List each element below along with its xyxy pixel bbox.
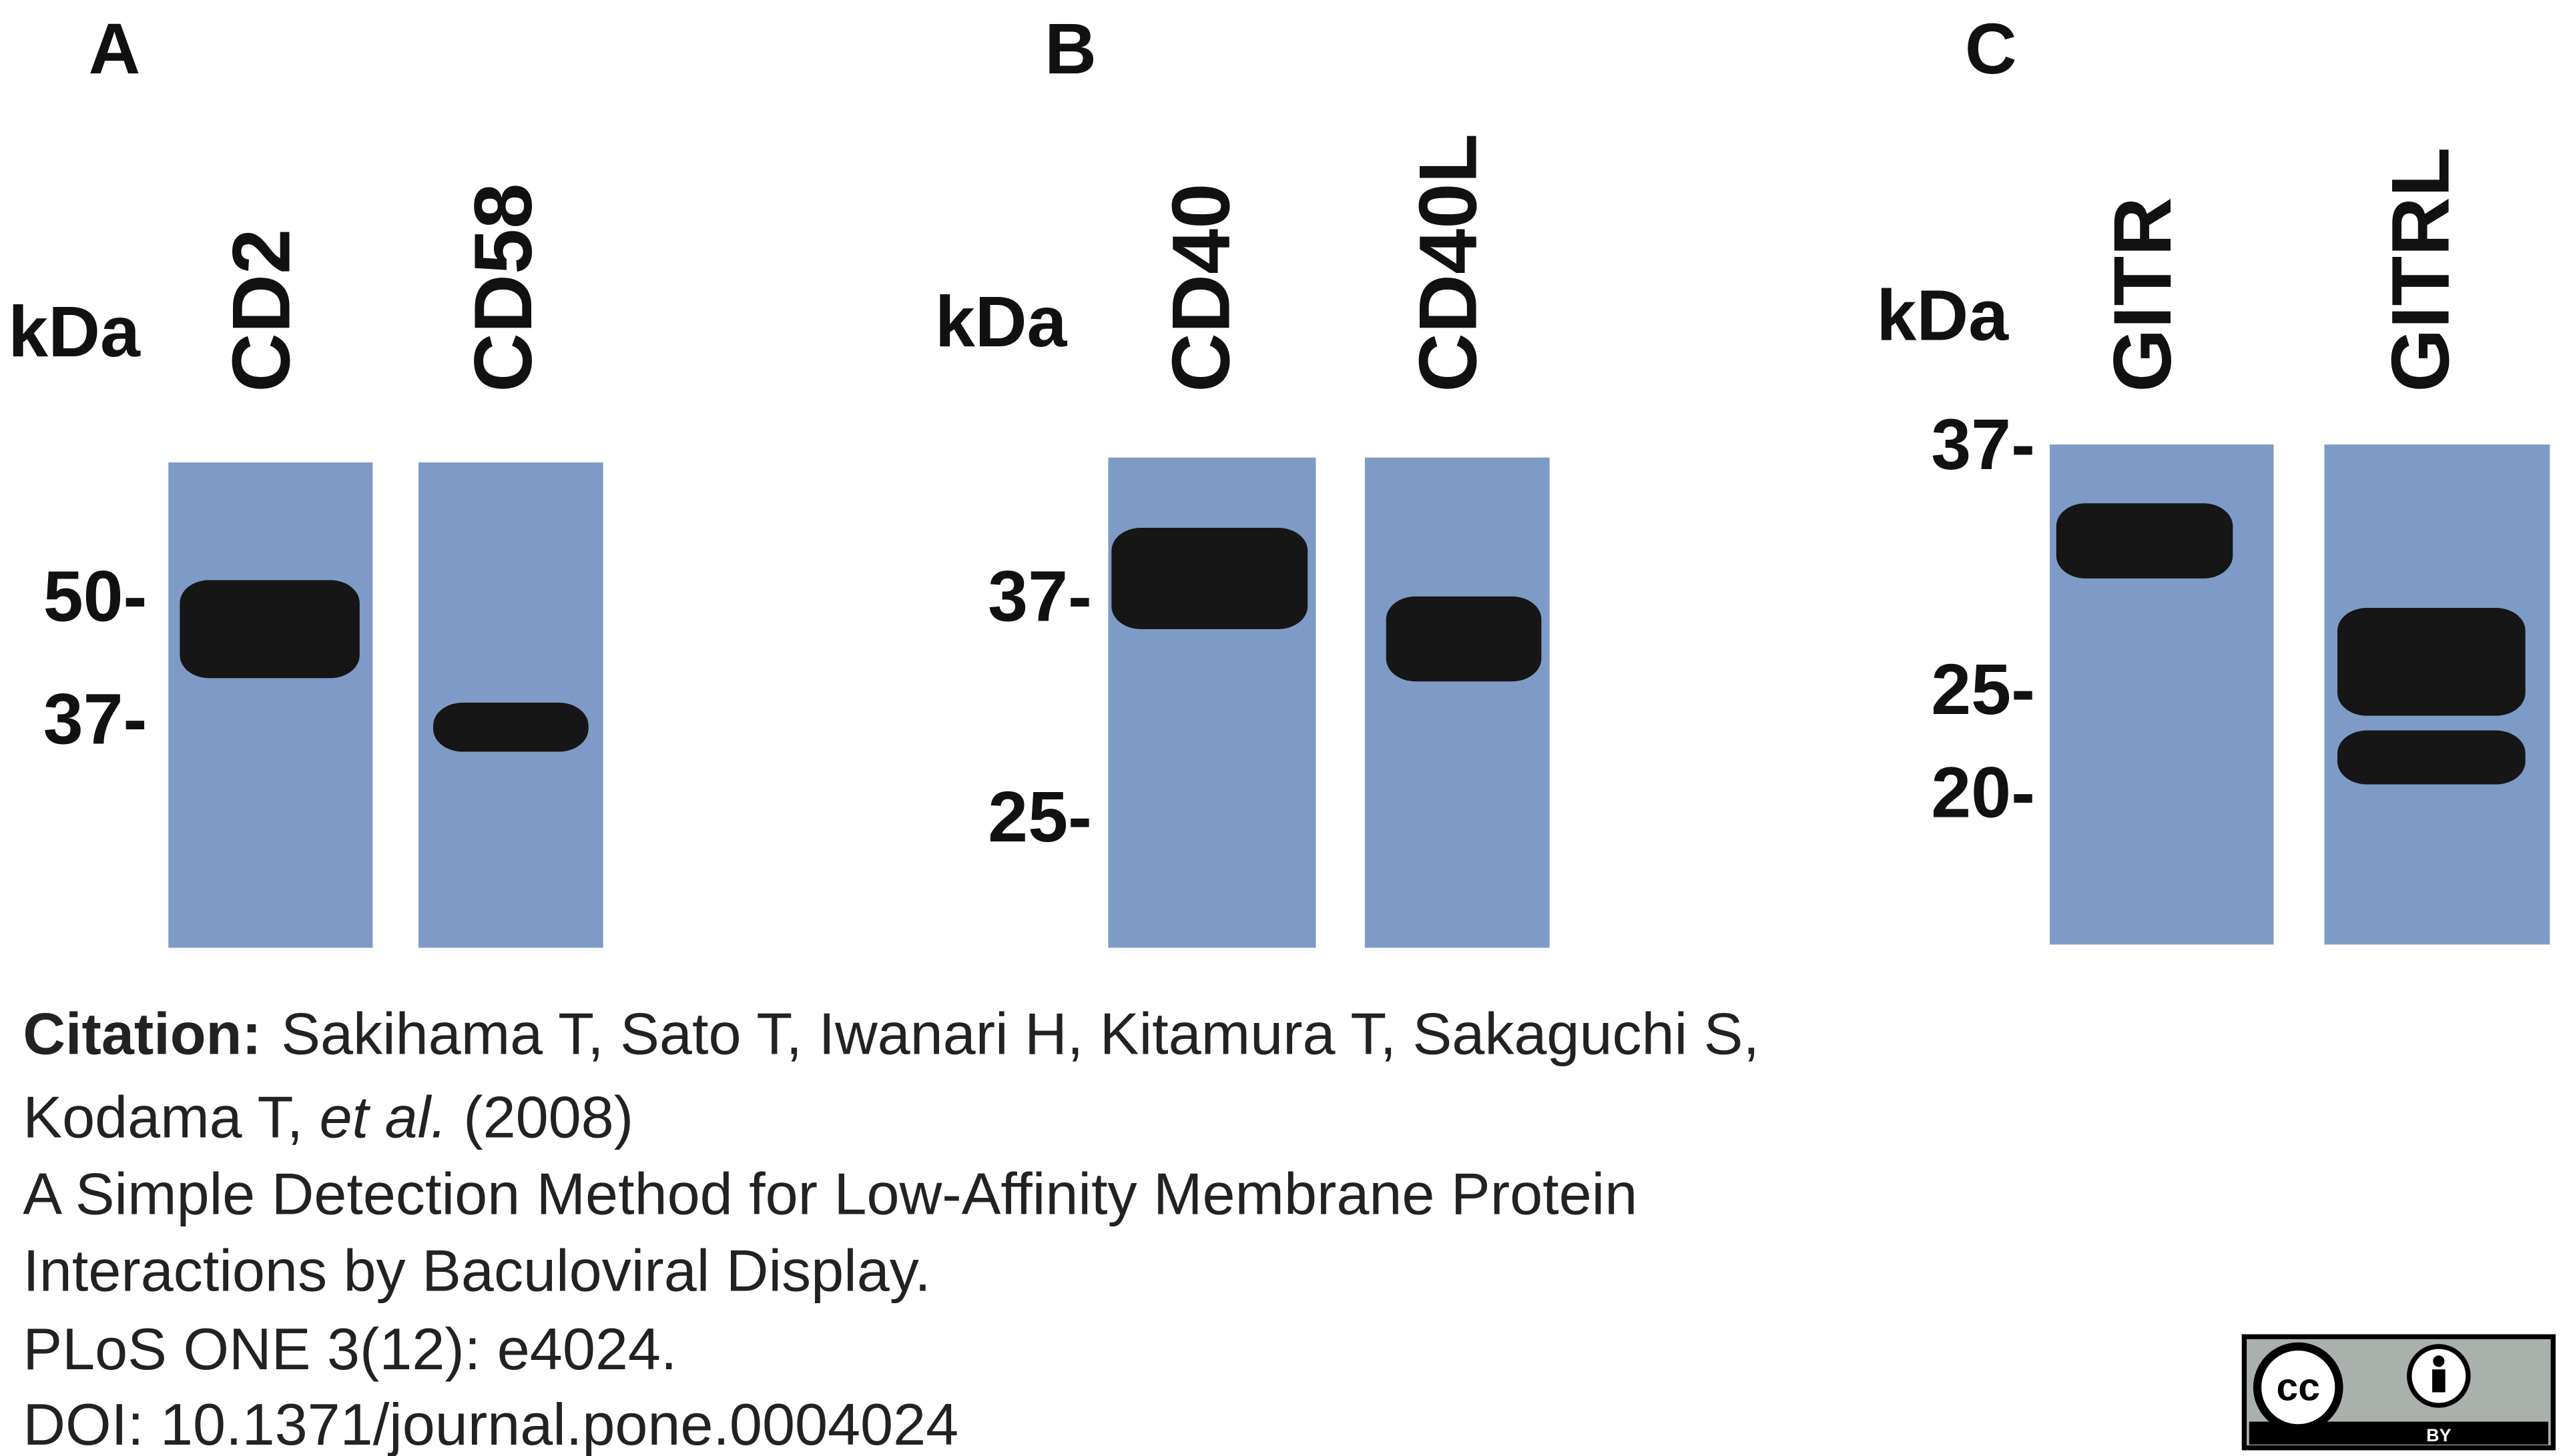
size-marker: 37- [1931,404,2035,484]
by-text: BY [2426,1425,2451,1445]
band [1111,528,1308,629]
band [433,703,589,752]
panel-label: C [1965,8,2017,89]
unit-label: kDa [1876,274,2009,355]
panel-label: B [1045,8,1097,89]
size-marker: 50- [43,556,148,637]
size-marker: 20- [1931,751,2035,832]
band [2337,730,2526,785]
by-icon-head [2433,1355,2445,1367]
band [1386,596,1542,682]
citation-label: Citation: [23,1001,261,1067]
citation-journal: PLoS ONE 3(12): e4024. [23,1316,677,1382]
band [2337,608,2526,716]
unit-label: kDa [8,291,141,372]
unit-label: kDa [935,281,1068,362]
size-marker: 25- [988,776,1092,857]
citation-year: (2008) [463,1084,633,1150]
citation-line: Citation: Sakihama T, Sato T, Iwanari H, … [23,1001,1759,1067]
license-badge: cc BY [2241,1334,2556,1451]
citation-authors: Kodama T, [23,1084,303,1150]
blot-lane [1364,457,1550,948]
size-marker: 25- [1931,649,2035,729]
citation-title: Interactions by Baculoviral Display. [23,1238,930,1304]
panel-label: A [89,8,141,89]
lane-label: CD40 [1155,184,1247,392]
by-icon-body [2432,1369,2446,1393]
size-marker: 37- [43,678,148,759]
citation-line: Kodama T, et al. (2008) [23,1084,633,1150]
cc-text: cc [2277,1366,2320,1409]
citation-authors: Sakihama T, Sato T, Iwanari H, Kitamura … [281,1001,1759,1067]
lane-label: GITR [2096,197,2188,392]
size-marker: 37- [988,556,1092,637]
lane-label: CD40L [1402,133,1493,392]
citation: Citation: Sakihama T, Sato T, Iwanari H, … [23,1001,1759,1456]
citation-et-al: et al. [320,1084,447,1150]
citation-title: A Simple Detection Method for Low-Affini… [23,1161,1637,1227]
band [180,580,360,679]
lane-label: CD58 [457,184,549,392]
blot-lane [168,462,373,948]
lane-label: GITRL [2375,147,2466,392]
band [2056,503,2233,579]
lane-label: CD2 [215,229,306,392]
citation-doi: DOI: 10.1371/journal.pone.0004024 [23,1391,958,1456]
cc-icon [2253,1342,2343,1433]
